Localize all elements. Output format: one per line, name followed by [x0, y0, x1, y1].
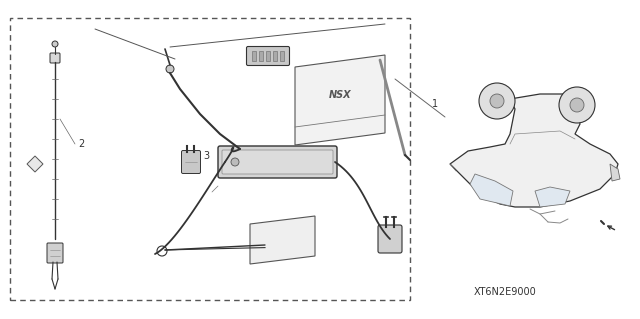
Circle shape — [52, 41, 58, 47]
Polygon shape — [470, 174, 513, 206]
Circle shape — [231, 158, 239, 166]
FancyBboxPatch shape — [246, 47, 289, 65]
Text: NSX: NSX — [329, 90, 351, 100]
FancyBboxPatch shape — [222, 150, 333, 174]
Polygon shape — [250, 216, 315, 264]
Text: XT6N2E9000: XT6N2E9000 — [474, 287, 536, 297]
FancyBboxPatch shape — [50, 53, 60, 63]
Polygon shape — [27, 156, 43, 172]
Bar — [273, 51, 277, 61]
Polygon shape — [450, 94, 618, 207]
Circle shape — [570, 98, 584, 112]
Polygon shape — [610, 164, 620, 181]
Circle shape — [559, 87, 595, 123]
Bar — [10, 18, 410, 300]
Circle shape — [166, 65, 174, 73]
Bar — [252, 51, 256, 61]
Circle shape — [479, 83, 515, 119]
Polygon shape — [295, 55, 385, 145]
Text: 1: 1 — [432, 99, 438, 109]
Text: 3: 3 — [203, 151, 209, 161]
FancyBboxPatch shape — [378, 225, 402, 253]
Bar — [259, 51, 263, 61]
Bar — [266, 51, 270, 61]
Text: 2: 2 — [78, 139, 84, 149]
FancyBboxPatch shape — [218, 146, 337, 178]
Circle shape — [490, 94, 504, 108]
Bar — [280, 51, 284, 61]
FancyBboxPatch shape — [47, 243, 63, 263]
FancyBboxPatch shape — [182, 151, 200, 174]
Polygon shape — [535, 187, 570, 207]
